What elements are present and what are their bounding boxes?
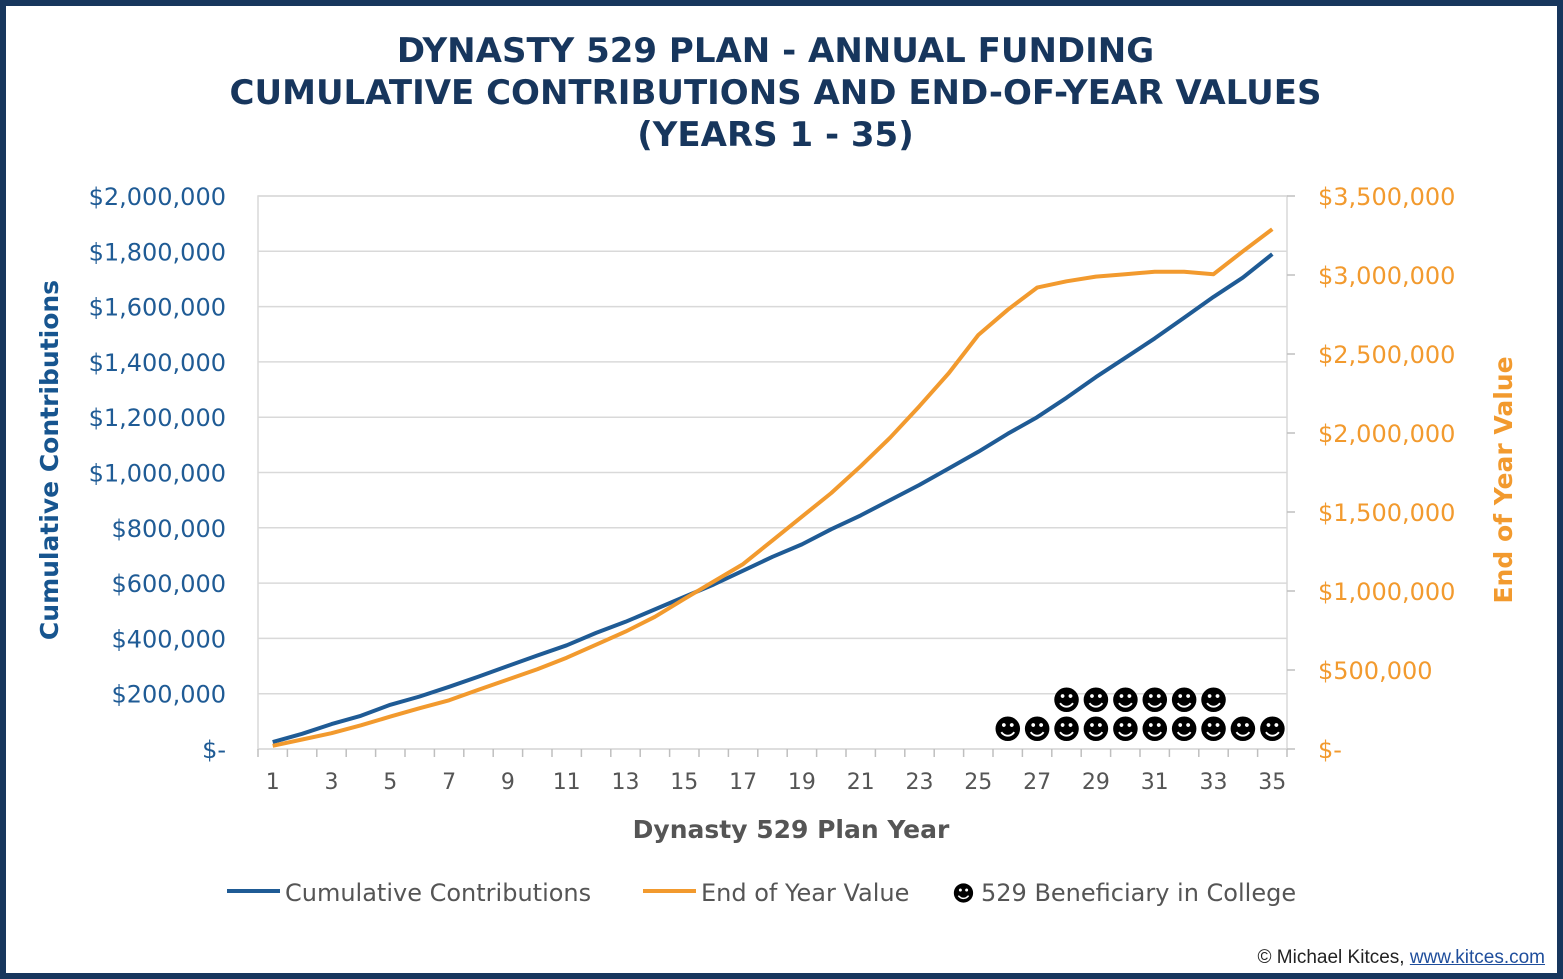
smiley-marker-icon: ☻ <box>1199 684 1228 717</box>
smiley-marker-icon: ☻ <box>1169 684 1198 717</box>
title-line-2: CUMULATIVE CONTRIBUTIONS AND END-OF-YEAR… <box>229 73 1322 113</box>
x-tick-label: 27 <box>1023 770 1051 795</box>
x-tick-label: 13 <box>612 770 640 795</box>
y-right-tick-label: $500,000 <box>1318 657 1433 685</box>
smiley-marker-icon: ☻ <box>1169 713 1198 746</box>
y-right-tick-label: $3,500,000 <box>1318 183 1455 211</box>
series-line-cumulative-contributions <box>272 252 1274 745</box>
smiley-marker-icon: ☻ <box>1111 684 1140 717</box>
axes: $- $200,000 $400,000 $600,000 $800,000 $1,000… <box>89 183 1456 795</box>
legend-label-eoy-value: End of Year Value <box>701 879 909 907</box>
smiley-marker-icon: ☻ <box>1081 713 1110 746</box>
smiley-marker-icon: ☻ <box>1052 713 1081 746</box>
x-tick-label: 15 <box>670 770 698 795</box>
smiley-marker-icon: ☻ <box>1081 684 1110 717</box>
y-right-tick-label: $2,500,000 <box>1318 341 1455 369</box>
copyright-credit: © Michael Kitces, www.kitces.com <box>1258 947 1545 969</box>
college-markers: ☻ ☻ ☻ ☻ ☻ ☻ ☻ ☻ ☻ ☻☻ ☻ ☻ ☻ ☻ ☻ <box>993 684 1287 746</box>
x-tick-label: 3 <box>325 770 339 795</box>
y-left-tick-label: $2,000,000 <box>89 183 226 211</box>
axis-labels: Dynasty 529 Plan Year Cumulative Contrib… <box>35 280 1518 844</box>
smiley-marker-icon: ☻ <box>1052 684 1081 717</box>
chart-title: DYNASTY 529 PLAN - ANNUAL FUNDING CUMULA… <box>0 30 1551 156</box>
smiley-marker-icon: ☻ <box>1140 713 1169 746</box>
legend: Cumulative Contributions End of Year Val… <box>227 879 1296 907</box>
y-left-tick-label: $1,200,000 <box>89 404 226 432</box>
smiley-marker-icon: ☻ <box>993 713 1022 746</box>
x-tick-label: 35 <box>1258 770 1286 795</box>
y-axis-right-title: End of Year Value <box>1489 356 1518 603</box>
smiley-marker-icon: ☻ <box>1228 713 1257 746</box>
y-right-tick-label: $2,000,000 <box>1318 420 1455 448</box>
y-left-tick-label: $1,000,000 <box>89 460 226 488</box>
plot-border <box>257 195 1288 750</box>
x-tick-label: 31 <box>1141 770 1169 795</box>
x-tick-label: 23 <box>906 770 934 795</box>
y-left-tick-label: $1,800,000 <box>89 238 226 266</box>
y-left-tick-label: $600,000 <box>111 570 226 598</box>
x-tick-label: 29 <box>1082 770 1110 795</box>
x-tick-label: 1 <box>266 770 280 795</box>
smiley-marker-icon: ☻ <box>1258 713 1287 746</box>
smiley-icon: ☻ <box>952 882 975 907</box>
smiley-marker-icon: ☻ <box>1111 713 1140 746</box>
x-tick-label: 5 <box>383 770 397 795</box>
credit-prefix: © Michael Kitces, <box>1257 947 1410 968</box>
y-left-tick-label: $1,400,000 <box>89 349 226 377</box>
y-left-tick-label: $800,000 <box>111 515 226 543</box>
x-tick-label: 7 <box>442 770 456 795</box>
y-axis-left-title: Cumulative Contributions <box>35 280 64 640</box>
legend-label-contributions: Cumulative Contributions <box>285 879 591 907</box>
x-axis-title: Dynasty 529 Plan Year <box>633 815 950 844</box>
y-right-tick-label: $- <box>1318 736 1342 764</box>
smiley-marker-icon: ☻ <box>1140 684 1169 717</box>
title-line-1: DYNASTY 529 PLAN - ANNUAL FUNDING <box>396 31 1155 71</box>
y-right-tick-label: $1,500,000 <box>1318 499 1455 527</box>
kitces-link[interactable]: www.kitces.com <box>1409 947 1545 968</box>
y-left-tick-label: $200,000 <box>111 681 226 709</box>
x-tick-label: 11 <box>553 770 581 795</box>
y-left-tick-label: $1,600,000 <box>89 294 226 322</box>
gridlines <box>257 195 1288 750</box>
x-tick-label: 25 <box>964 770 992 795</box>
legend-label-college: 529 Beneficiary in College <box>981 879 1296 907</box>
y-left-tick-label: $- <box>202 736 226 764</box>
title-line-3: (YEARS 1 - 35) <box>637 115 914 155</box>
y-left-tick-label: $400,000 <box>111 625 226 653</box>
smiley-marker-icon: ☻ <box>1199 713 1228 746</box>
series-line-end-of-year-value <box>272 227 1274 748</box>
x-tick-label: 21 <box>847 770 875 795</box>
y-right-tick-label: $3,000,000 <box>1318 262 1455 290</box>
x-tick-label: 17 <box>729 770 757 795</box>
x-tick-label: 9 <box>501 770 515 795</box>
x-tick-label: 33 <box>1200 770 1228 795</box>
smiley-marker-icon: ☻ <box>1022 713 1051 746</box>
y-right-tick-label: $1,000,000 <box>1318 578 1455 606</box>
series-lines <box>272 227 1274 748</box>
x-tick-label: 19 <box>788 770 816 795</box>
